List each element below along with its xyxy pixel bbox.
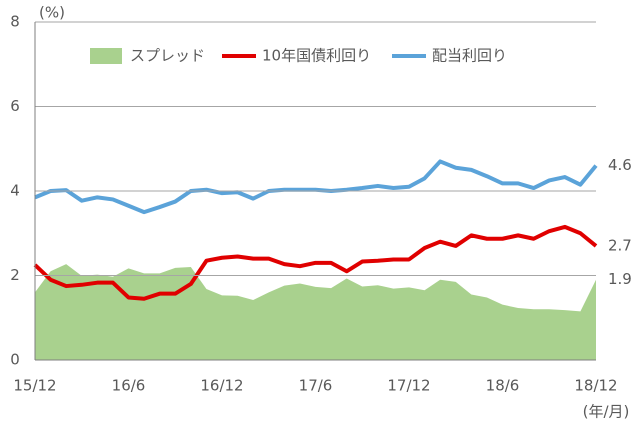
x-tick-label: 17/12 bbox=[387, 377, 430, 395]
line bbox=[33, 224, 598, 301]
line bbox=[34, 159, 598, 215]
y-tick-label: 6 bbox=[10, 97, 20, 115]
legend-label: スプレッド bbox=[130, 47, 205, 65]
y-unit: (%) bbox=[39, 4, 65, 22]
x-tick-label: 15/12 bbox=[13, 377, 56, 395]
x-tick-label: 16/6 bbox=[112, 377, 146, 395]
x-unit: (年/月) bbox=[583, 403, 630, 421]
y-tick-label: 0 bbox=[10, 351, 20, 369]
legend-label: 10年国債利回り bbox=[262, 47, 371, 65]
end-label: 4.6 bbox=[608, 156, 632, 174]
x-tick-label: 18/12 bbox=[574, 377, 617, 395]
legend-swatch bbox=[90, 48, 122, 64]
y-tick-label: 2 bbox=[10, 266, 20, 284]
legend-label: 配当利回り bbox=[432, 47, 507, 65]
end-label: 2.7 bbox=[608, 236, 632, 254]
x-tick-label: 17/6 bbox=[299, 377, 333, 395]
y-tick-label: 4 bbox=[10, 182, 20, 200]
x-tick-label: 18/6 bbox=[486, 377, 520, 395]
area bbox=[35, 264, 596, 360]
x-tick-label: 16/12 bbox=[200, 377, 243, 395]
y-tick-label: 8 bbox=[10, 13, 20, 31]
end-label: 1.9 bbox=[608, 270, 632, 288]
